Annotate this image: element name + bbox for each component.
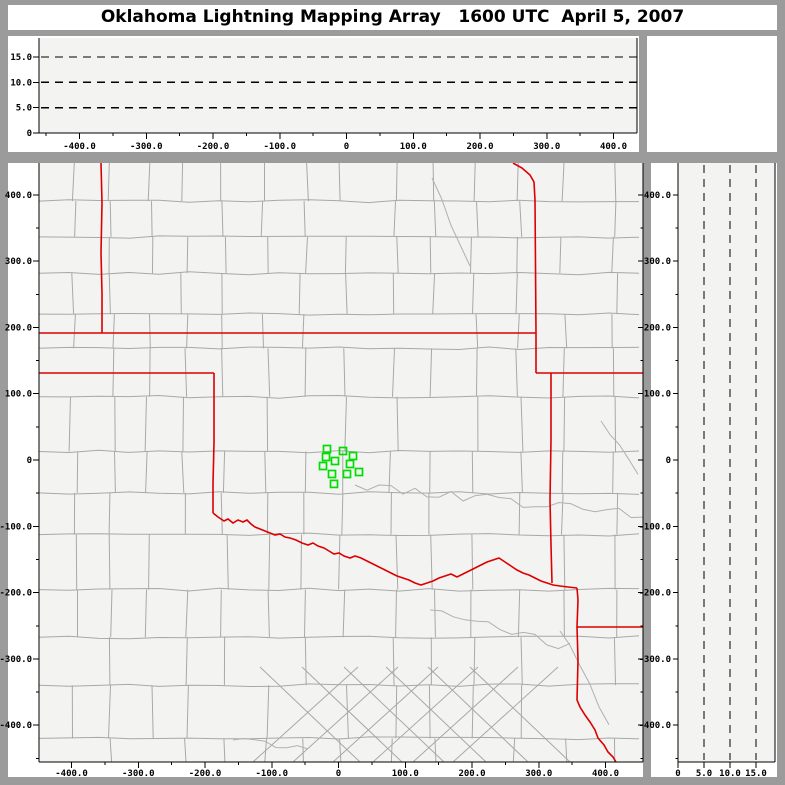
lma-station-marker xyxy=(345,459,355,469)
x-tick-label: -200.0 xyxy=(189,769,222,779)
x-tick-label: 100.0 xyxy=(400,142,427,152)
river-line xyxy=(232,737,309,750)
y-tick-label: 300.0 xyxy=(644,257,671,267)
x-tick-label: 100.0 xyxy=(392,769,419,779)
x-tick-label: -100.0 xyxy=(255,769,288,779)
y-tick-label: 200.0 xyxy=(5,323,32,333)
x-tick-label: 400.0 xyxy=(592,769,619,779)
state-border xyxy=(549,373,553,584)
lma-station-marker xyxy=(327,469,337,479)
x-tick-label: 0 xyxy=(675,769,680,779)
y-tick-label: 200.0 xyxy=(644,323,671,333)
y-tick-label: -100.0 xyxy=(638,522,671,532)
y-tick-label: -100.0 xyxy=(0,522,32,532)
panel-plan-view-map: 400.0 300.0 200.0 100.0 0 -100.0 -200.0 -300.0 -… xyxy=(0,163,644,779)
title-bar: Oklahoma Lightning Mapping Array 1600 UT… xyxy=(8,5,777,30)
y-tick-label: 15.0 xyxy=(10,53,32,63)
y-tick-label: -400.0 xyxy=(638,721,671,731)
altitude-ew-plot[interactable]: 0 5.0 10.0 15.0 -400.0 -300.0 -200.0 -100.0 0 100… xyxy=(8,36,639,152)
y-tick-label: -300.0 xyxy=(638,655,671,665)
x-tick-label: 300.0 xyxy=(525,769,552,779)
altitude-ns-plot[interactable]: 400.0 300.0 200.0 100.0 0 -100.0 -200.0 -300.0 -… xyxy=(638,163,777,779)
y-tick-label: 400.0 xyxy=(644,191,671,201)
y-tick-label: 0 xyxy=(27,129,32,139)
panel-altitude-vs-north-south: 400.0 300.0 200.0 100.0 0 -100.0 -200.0 -300.0 -… xyxy=(638,163,777,779)
river-line xyxy=(600,420,639,475)
page-title: Oklahoma Lightning Mapping Array 1600 UT… xyxy=(100,7,685,27)
x-tick-label: -400.0 xyxy=(55,769,88,779)
state-border xyxy=(212,373,215,513)
x-tick-label: -100.0 xyxy=(263,142,296,152)
x-tick-label: 400.0 xyxy=(600,142,627,152)
panel-altitude-vs-east-west: 0 5.0 10.0 15.0 -400.0 -300.0 -200.0 -100.0 0 100… xyxy=(8,36,639,152)
y-tick-label: 100.0 xyxy=(5,390,32,400)
lma-station-marker xyxy=(318,461,328,471)
x-tick-label: -300.0 xyxy=(122,769,155,779)
y-tick-label: -200.0 xyxy=(0,589,32,599)
plan-view-map-plot[interactable]: 400.0 300.0 200.0 100.0 0 -100.0 -200.0 -300.0 -… xyxy=(0,163,644,779)
x-tick-label: -300.0 xyxy=(130,142,163,152)
x-tick-label: 10.0 xyxy=(719,769,741,779)
y-tick-label: 0 xyxy=(666,456,671,466)
y-tick-label: -200.0 xyxy=(638,589,671,599)
river-line xyxy=(559,630,610,726)
x-tick-label: 200.0 xyxy=(466,142,493,152)
river-line xyxy=(354,484,643,519)
y-tick-label: -400.0 xyxy=(0,721,32,731)
county-borders-vertical xyxy=(68,163,619,762)
ns-altitude-plot-area[interactable] xyxy=(678,163,775,762)
y-tick-label: 0 xyxy=(27,456,32,466)
lma-station-marker xyxy=(348,451,358,461)
x-tick-label: 15.0 xyxy=(745,769,767,779)
lma-station-marker xyxy=(338,446,348,456)
state-border xyxy=(576,626,617,762)
lma-station-marker xyxy=(342,469,352,479)
y-tick-label: 300.0 xyxy=(5,257,32,267)
x-tick-label: 0 xyxy=(344,142,349,152)
x-tick-label: -400.0 xyxy=(63,142,96,152)
y-tick-label: 400.0 xyxy=(5,191,32,201)
county-borders-diagonal xyxy=(252,666,571,762)
lma-station-marker xyxy=(322,444,332,454)
y-tick-label: 5.0 xyxy=(16,104,32,114)
x-tick-label: 200.0 xyxy=(458,769,485,779)
lma-station-marker xyxy=(321,452,331,462)
lma-station-marker xyxy=(354,467,364,477)
state-border xyxy=(212,512,578,589)
x-tick-label: 300.0 xyxy=(533,142,560,152)
corner-blank-panel xyxy=(647,36,777,152)
river-line xyxy=(431,177,471,267)
x-tick-label: -200.0 xyxy=(197,142,230,152)
river-line xyxy=(429,609,571,650)
state-border xyxy=(576,587,579,628)
map-layers xyxy=(39,163,643,762)
map-plot-area[interactable] xyxy=(39,163,643,762)
x-tick-label: 0 xyxy=(336,769,341,779)
y-tick-label: -300.0 xyxy=(0,655,32,665)
ew-altitude-plot-area[interactable] xyxy=(39,38,637,133)
y-tick-label: 10.0 xyxy=(10,78,32,88)
state-border xyxy=(512,163,537,373)
lma-station-marker xyxy=(329,479,339,489)
x-tick-label: 5.0 xyxy=(696,769,712,779)
lma-station-marker xyxy=(330,456,340,466)
state-border xyxy=(100,163,103,333)
y-tick-label: 100.0 xyxy=(644,390,671,400)
